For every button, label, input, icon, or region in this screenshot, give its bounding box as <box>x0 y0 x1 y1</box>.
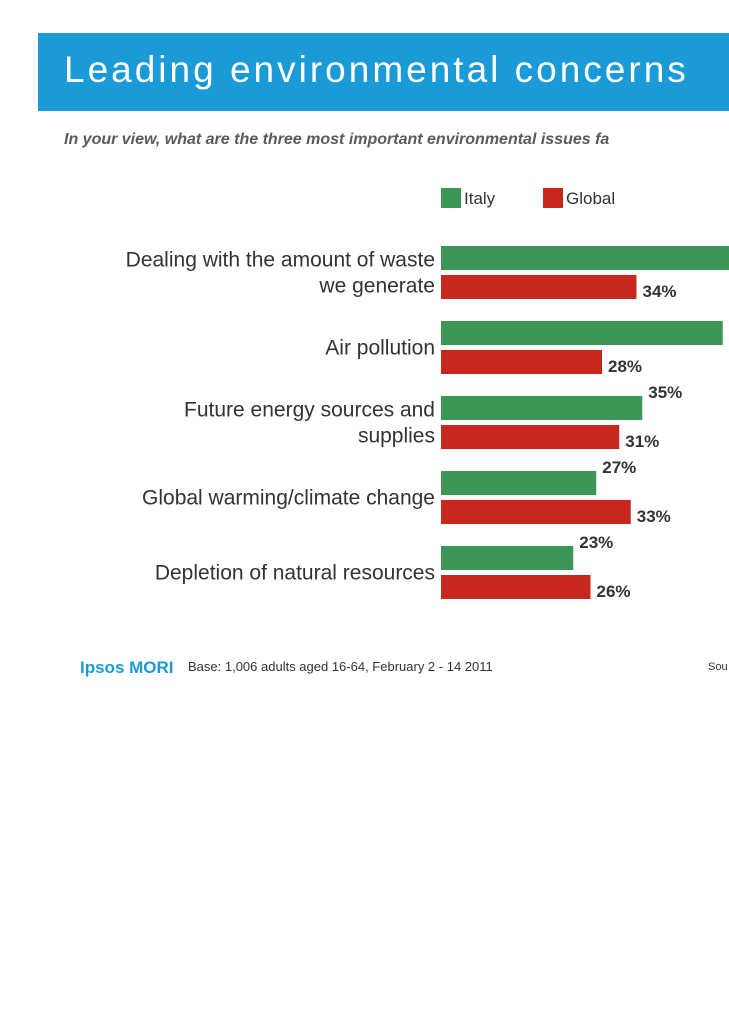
bar-global-0 <box>441 275 637 299</box>
category-label-0-1: we generate <box>318 275 435 298</box>
value-label-italy-4: 23% <box>579 533 613 552</box>
bar-global-1 <box>441 350 602 374</box>
legend-item-global: Global <box>543 188 615 209</box>
category-label-2-0: Future energy sources and <box>184 399 435 422</box>
value-label-italy-3: 27% <box>602 458 636 477</box>
bar-italy-0 <box>441 246 729 270</box>
value-label-global-3: 33% <box>637 507 671 526</box>
bar-italy-3 <box>441 471 597 495</box>
bar-chart: 34% Dealing with the amount of waste we ge… <box>126 246 729 601</box>
value-label-global-4: 26% <box>597 582 631 601</box>
value-label-italy-2: 35% <box>648 383 682 402</box>
value-label-global-1: 28% <box>608 357 642 376</box>
value-label-global-2: 31% <box>625 432 659 451</box>
bar-italy-2 <box>441 396 643 420</box>
bar-italy-4 <box>441 546 574 570</box>
survey-question: In your view, what are the three most im… <box>64 131 610 148</box>
title-bar: Leading environmental concerns <box>38 33 729 111</box>
page-title: Leading environmental concerns <box>64 49 689 90</box>
category-label-1-0: Air pollution <box>325 337 435 360</box>
category-label-0-0: Dealing with the amount of waste <box>126 249 435 272</box>
bar-global-2 <box>441 425 620 449</box>
legend-label-italy: Italy <box>464 189 496 208</box>
value-label-global-0: 34% <box>643 282 677 301</box>
base-note: Base: 1,006 adults aged 16-64, February … <box>188 659 493 674</box>
legend-swatch-italy <box>441 188 461 208</box>
category-label-2-1: supplies <box>358 425 435 448</box>
source-note: Sou <box>708 661 728 673</box>
bar-italy-1 <box>441 321 723 345</box>
legend-swatch-global <box>543 188 563 208</box>
bar-global-4 <box>441 575 591 599</box>
legend-label-global: Global <box>566 189 616 208</box>
category-label-3-0: Global warming/climate change <box>142 487 435 510</box>
legend-item-italy: Italy <box>441 188 495 209</box>
ipsos-mori-logo: Ipsos MORI <box>80 658 174 677</box>
category-label-4-0: Depletion of natural resources <box>155 562 435 585</box>
bar-global-3 <box>441 500 631 524</box>
